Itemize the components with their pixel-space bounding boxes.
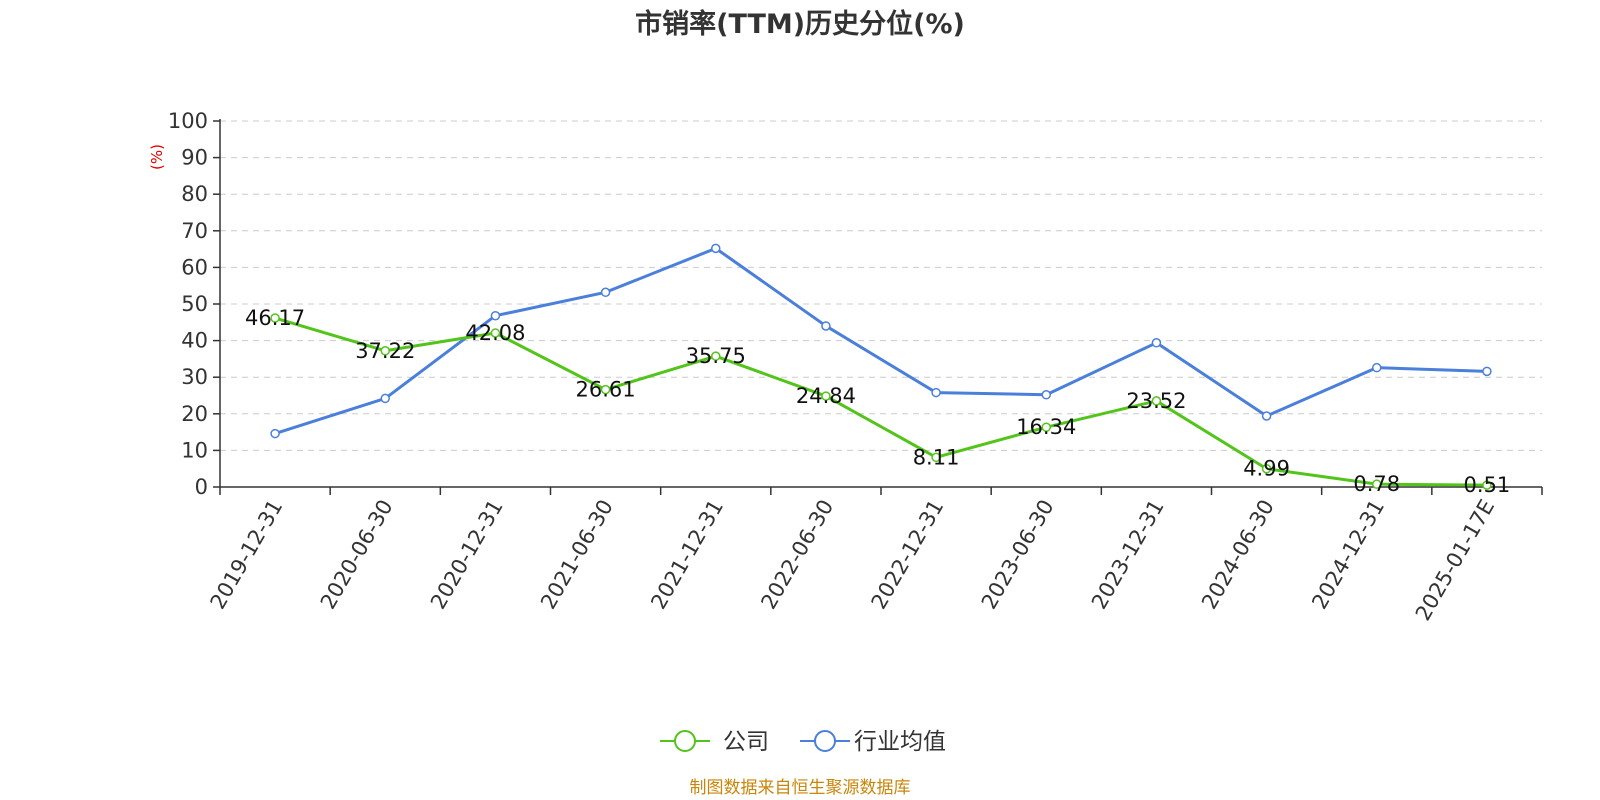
data-labels: 46.17 37.22 42.08 26.61 35.75 24.84 8.11 16.34 2… bbox=[245, 306, 1510, 497]
axes: 0 10 20 30 40 50 60 70 80 90 100 2019-12-31 2020-06-… bbox=[168, 109, 1543, 625]
data-point bbox=[270, 313, 280, 323]
y-tick-label: 100 bbox=[168, 109, 208, 133]
data-point bbox=[931, 452, 941, 463]
x-tick-label: 2024-12-31 bbox=[1307, 496, 1389, 614]
data-label: 37.22 bbox=[355, 339, 415, 363]
data-point bbox=[270, 428, 280, 439]
data-label: 4.99 bbox=[1243, 457, 1290, 481]
data-point bbox=[600, 287, 611, 298]
y-tick-label: 10 bbox=[181, 438, 208, 462]
x-tick-label: 2021-06-30 bbox=[536, 496, 618, 614]
data-point bbox=[380, 346, 390, 356]
data-point bbox=[1482, 480, 1492, 490]
series-line-0 bbox=[274, 316, 1487, 487]
legend-label: 公司 bbox=[723, 729, 769, 755]
data-label: 16.34 bbox=[1016, 415, 1076, 439]
x-tick-label: 2023-12-31 bbox=[1087, 496, 1169, 614]
legend-marker bbox=[814, 730, 836, 752]
data-point bbox=[1151, 338, 1162, 348]
data-label: 46.17 bbox=[245, 306, 305, 330]
y-tick-label: 30 bbox=[181, 365, 208, 389]
data-label: 42.08 bbox=[465, 321, 525, 345]
data-point bbox=[1482, 366, 1492, 377]
y-tick-label: 70 bbox=[181, 219, 208, 243]
data-point bbox=[1261, 411, 1272, 421]
chart-title: 市销率(TTM)历史分位(%) bbox=[635, 8, 965, 40]
legend: 公司 行业均值 bbox=[660, 729, 946, 755]
data-point bbox=[600, 384, 611, 395]
series-line-1 bbox=[274, 246, 1487, 435]
data-point bbox=[931, 387, 941, 398]
y-tick-label: 60 bbox=[181, 255, 208, 279]
data-point bbox=[1151, 396, 1162, 406]
data-label: 24.84 bbox=[796, 384, 856, 408]
data-point bbox=[821, 321, 831, 331]
x-tick-label: 2020-06-30 bbox=[316, 496, 398, 614]
x-tick-label: 2022-12-31 bbox=[867, 495, 949, 613]
legend-item-0[interactable]: 公司 bbox=[660, 729, 769, 755]
data-point bbox=[821, 391, 831, 401]
source-note: 制图数据来自恒生聚源数据库 bbox=[690, 778, 911, 798]
data-point bbox=[490, 328, 501, 338]
series bbox=[270, 243, 1492, 490]
y-tick-label: 80 bbox=[181, 182, 208, 206]
x-tick-label: 2020-12-31 bbox=[426, 495, 508, 613]
data-label: 26.61 bbox=[576, 378, 636, 402]
legend-marker bbox=[674, 730, 696, 752]
y-tick-label: 50 bbox=[181, 292, 208, 316]
data-label: 8.11 bbox=[913, 445, 960, 469]
grid bbox=[220, 120, 1542, 451]
data-point bbox=[1372, 479, 1382, 489]
y-tick-label: 40 bbox=[181, 329, 208, 353]
data-label: 0.51 bbox=[1464, 473, 1511, 497]
x-tick-label: 2023-06-30 bbox=[977, 496, 1059, 614]
data-point bbox=[711, 351, 721, 361]
data-point bbox=[1261, 463, 1272, 474]
y-tick-label: 0 bbox=[195, 475, 208, 499]
data-point bbox=[380, 393, 390, 404]
data-point bbox=[711, 243, 721, 254]
x-tick-label: 2025-01-17E bbox=[1411, 496, 1499, 625]
data-label: 23.52 bbox=[1126, 389, 1186, 413]
data-point bbox=[490, 310, 501, 321]
y-tick-label: 20 bbox=[181, 402, 208, 426]
y-axis-unit: (%) bbox=[148, 144, 166, 170]
x-tick-label: 2021-12-31 bbox=[646, 496, 728, 614]
data-point bbox=[1041, 422, 1051, 432]
legend-item-1[interactable]: 行业均值 bbox=[800, 729, 946, 755]
data-point bbox=[1372, 362, 1382, 373]
x-tick-label: 2019-12-31 bbox=[206, 496, 288, 614]
data-label: 35.75 bbox=[686, 344, 746, 368]
data-point bbox=[1041, 390, 1051, 400]
legend-label: 行业均值 bbox=[854, 729, 946, 755]
x-tick-label: 2022-06-30 bbox=[756, 496, 838, 614]
x-tick-label: 2024-06-30 bbox=[1197, 496, 1279, 614]
y-tick-label: 90 bbox=[181, 146, 208, 170]
data-label: 0.78 bbox=[1353, 472, 1400, 496]
